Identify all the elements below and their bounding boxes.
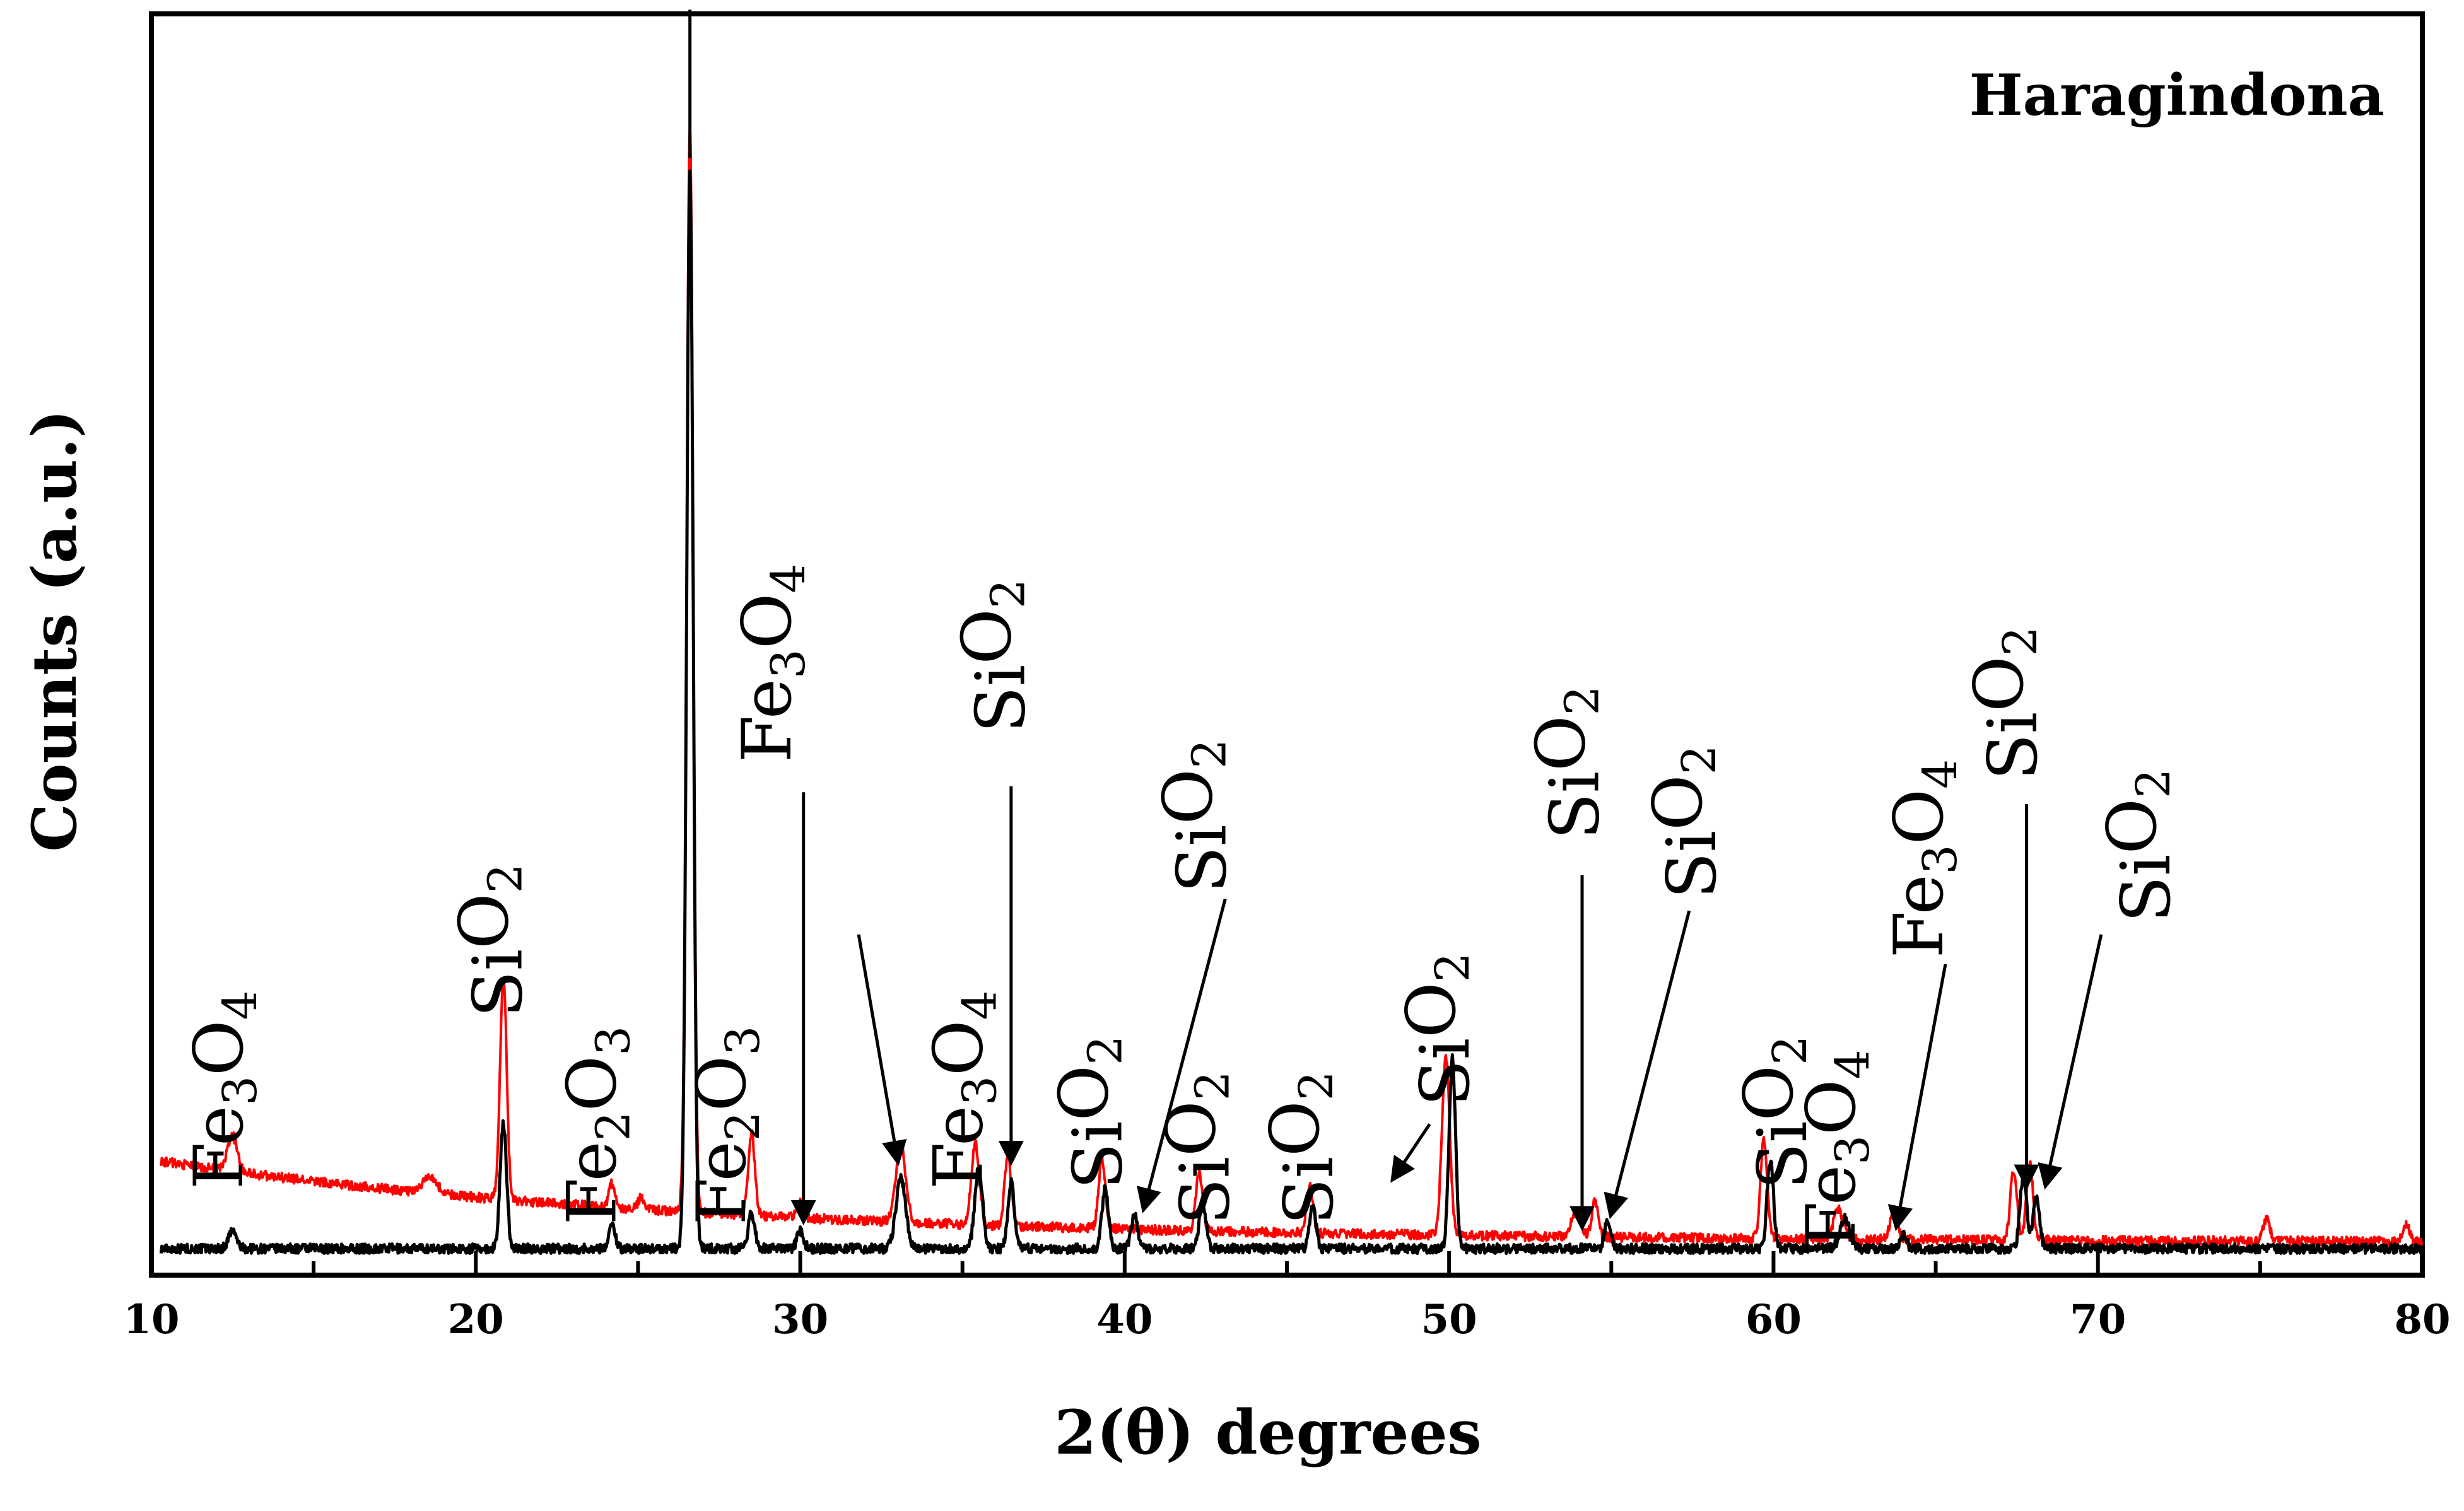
plot-frame bbox=[149, 11, 2425, 1278]
peak-label: Fe3O4 bbox=[920, 990, 1007, 1189]
peak-label: SiO2 bbox=[1152, 1071, 1245, 1225]
peak-arrow bbox=[857, 934, 907, 1166]
peak-label: Fe3O4 bbox=[180, 990, 267, 1189]
peak-label: SiO2 bbox=[1256, 1071, 1349, 1225]
peak-label: SiO2 bbox=[2093, 769, 2186, 923]
y-axis-title: Counts (a.u.) bbox=[19, 409, 90, 852]
peak-label: SiO2 bbox=[1522, 685, 1615, 839]
x-tick-label: 70 bbox=[2070, 1296, 2126, 1343]
peak-arrow bbox=[1887, 964, 1947, 1232]
peak-label: SiO2 bbox=[1045, 1036, 1138, 1189]
x-tick-label: 60 bbox=[1745, 1296, 1802, 1343]
peak-label: Fe2O3 bbox=[553, 1026, 640, 1225]
peak-label: Fe3O4 bbox=[1792, 1049, 1880, 1249]
peak-arrow bbox=[2038, 934, 2103, 1190]
peak-label: SiO2 bbox=[445, 863, 537, 1017]
annotation-layer: Fe3O4SiO2Fe2O3SiO2Fe2O3Fe3O4Fe3O4SiO2SiO… bbox=[180, 9, 2186, 1249]
peak-arrow bbox=[1390, 1123, 1431, 1183]
peak-label: Fe3O4 bbox=[1880, 759, 1968, 959]
peak-label: SiO2 bbox=[947, 579, 1040, 733]
peak-label: SiO2 bbox=[1149, 739, 1241, 893]
x-tick-label: 30 bbox=[772, 1296, 828, 1343]
x-tick-label: 40 bbox=[1096, 1296, 1153, 1343]
series-layer bbox=[159, 122, 2424, 1255]
chart-title: Haragindona bbox=[1969, 62, 2385, 129]
peak-label: Fe2O3 bbox=[683, 1026, 770, 1225]
x-axis-title: 2(θ) degrees bbox=[1054, 1397, 1481, 1468]
x-axis: 10 20 30 40 50 60 70 80 bbox=[123, 1251, 2451, 1343]
peak-label: Fe3O4 bbox=[728, 564, 816, 763]
x-tick-label: 80 bbox=[2394, 1296, 2450, 1343]
peak-label: SiO2 bbox=[1730, 1036, 1822, 1189]
x-tick-label: 20 bbox=[448, 1296, 504, 1343]
peak-label: SiO2 bbox=[1639, 745, 1732, 899]
x-tick-label: 10 bbox=[123, 1296, 179, 1343]
x-tick-label: 50 bbox=[1421, 1296, 1477, 1343]
peak-arrow bbox=[1137, 898, 1227, 1213]
peak-label: SiO2 bbox=[1960, 626, 2053, 780]
peak-arrow bbox=[1604, 910, 1691, 1220]
series-black-line bbox=[159, 169, 2424, 1255]
peak-label: SiO2 bbox=[1392, 952, 1485, 1106]
series-red-line bbox=[160, 122, 2423, 1247]
